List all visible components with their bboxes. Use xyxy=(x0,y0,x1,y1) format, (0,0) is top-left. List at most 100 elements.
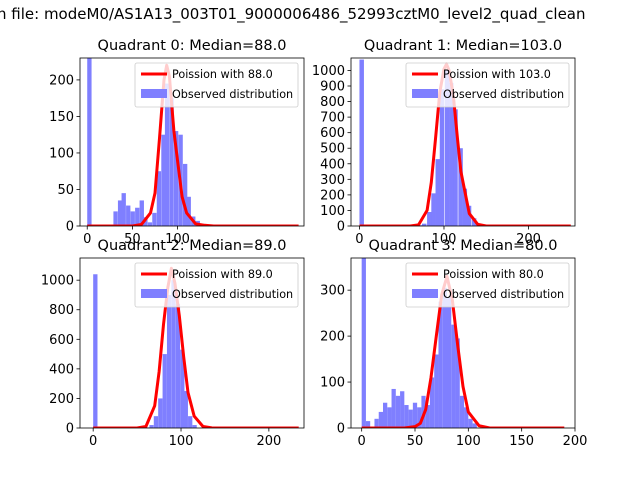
y-tick-label: 200 xyxy=(49,392,74,407)
y-tick-label: 600 xyxy=(49,333,74,348)
legend-box xyxy=(134,262,299,308)
legend: Poission with 88.0 Observed distribution xyxy=(134,62,299,108)
hist-bar xyxy=(192,425,197,428)
y-tick-label: 200 xyxy=(320,188,345,203)
hist-bar xyxy=(135,207,140,226)
axes-frame xyxy=(350,257,576,429)
x-tick-label: 0 xyxy=(358,434,366,449)
legend-label-hist: Observed distribution xyxy=(172,88,293,101)
panel-title: Quadrant 0: Median=88.0 xyxy=(98,38,287,54)
hist-bar xyxy=(383,402,388,428)
hist-bar xyxy=(408,409,413,428)
hist-bar xyxy=(451,324,456,428)
y-tick-label: 200 xyxy=(49,73,74,88)
hist-bar xyxy=(158,398,163,428)
x-tick-label: 100 xyxy=(432,232,457,247)
y-tick-label: 800 xyxy=(320,95,345,110)
hist-bar xyxy=(462,188,468,226)
legend: Poission with 80.0 Observed distribution xyxy=(405,262,570,308)
legend-bar-swatch xyxy=(141,89,167,98)
hist-bar xyxy=(130,211,135,226)
y-tick-label: 0 xyxy=(337,220,345,235)
hist-bar xyxy=(422,223,427,226)
hist-bar xyxy=(466,205,472,226)
axes-frame xyxy=(350,57,576,227)
x-tick-label: 100 xyxy=(456,434,481,449)
hist-bar xyxy=(442,287,447,428)
hist-bar xyxy=(147,222,153,226)
hist-bar xyxy=(453,109,458,226)
hist-bar xyxy=(126,205,131,226)
legend-box xyxy=(405,62,570,108)
legend: Poission with 89.0 Observed distribution xyxy=(134,262,299,308)
y-tick-label: 0 xyxy=(66,220,74,235)
y-tick-label: 400 xyxy=(320,157,345,172)
hist-bar xyxy=(459,395,465,428)
hist-bar xyxy=(161,134,166,226)
y-tick-label: 1000 xyxy=(41,274,74,289)
x-tick-label: 50 xyxy=(407,434,424,449)
figure-suptitle: n file: modeM0/AS1A13_003T01_9000006486_… xyxy=(0,5,586,23)
hist-bar xyxy=(149,425,154,428)
hist-bar xyxy=(387,407,392,428)
panel-title: Quadrant 3: Median=80.0 xyxy=(369,238,558,254)
quadrant-panel-3: 0 50 100 150 200 0 100 200 300 Quadrant 3: Median… xyxy=(320,238,587,449)
quadrant-panel-2: 0 100 200 0 200 400 600 800 1000 Quadrant 2: Medi… xyxy=(41,238,305,449)
hist-bar xyxy=(435,159,441,226)
y-tick-label: 300 xyxy=(320,284,345,299)
hist-bar xyxy=(87,58,92,226)
axes-frame xyxy=(79,257,305,429)
hist-bar xyxy=(162,354,167,428)
hist-bar xyxy=(425,405,430,428)
hist-bar xyxy=(121,193,126,226)
y-tick-label: 900 xyxy=(320,80,345,95)
y-tick-label: 0 xyxy=(66,422,74,437)
legend-label-poisson: Poission with 80.0 xyxy=(443,268,544,281)
hist-bar xyxy=(439,89,445,226)
hist-bar xyxy=(404,405,409,428)
legend-label-poisson: Poission with 89.0 xyxy=(172,268,273,281)
hist-bar xyxy=(169,98,174,226)
x-tick-label: 100 xyxy=(169,434,194,449)
hist-bar xyxy=(153,416,159,428)
y-tick-label: 50 xyxy=(57,183,74,198)
legend-box xyxy=(405,262,570,308)
x-tick-label: 0 xyxy=(83,232,91,247)
plot-content xyxy=(87,58,299,226)
legend-bar-swatch xyxy=(141,289,167,298)
legend-bar-swatch xyxy=(412,89,438,98)
legend-label-hist: Observed distribution xyxy=(443,88,564,101)
hist-bar xyxy=(447,297,452,428)
y-tick-label: 400 xyxy=(49,362,74,377)
hist-bar xyxy=(455,338,460,428)
hist-bar xyxy=(186,196,191,226)
hist-bar xyxy=(166,294,172,428)
hist-bar xyxy=(171,280,176,428)
legend-label-poisson: Poission with 88.0 xyxy=(172,68,273,81)
x-tick-label: 50 xyxy=(124,232,141,247)
hist-bar xyxy=(117,200,123,226)
x-tick-label: 0 xyxy=(89,434,97,449)
figure-suptitle-wrap: n file: modeM0/AS1A13_003T01_9000006486_… xyxy=(0,0,640,28)
panel-title: Quadrant 2: Median=89.0 xyxy=(98,238,287,254)
hist-bar xyxy=(182,163,188,226)
hist-bar xyxy=(361,258,366,428)
hist-bar xyxy=(391,388,396,428)
hist-bar xyxy=(434,354,439,428)
hist-bar xyxy=(395,395,401,428)
y-tick-label: 100 xyxy=(320,204,345,219)
hist-bar xyxy=(429,377,435,428)
legend-label-hist: Observed distribution xyxy=(443,288,564,301)
hist-bar xyxy=(400,391,405,428)
hist-bar xyxy=(431,193,436,226)
y-tick-label: 150 xyxy=(49,110,74,125)
quadrant-panel-1: 0 100 20001002003004005006007008009001000Q… xyxy=(312,38,576,247)
hist-bar xyxy=(93,274,98,428)
y-tick-label: 200 xyxy=(320,330,345,345)
hist-bar xyxy=(152,212,157,226)
hist-bar xyxy=(365,421,371,428)
legend-box xyxy=(134,62,299,108)
y-tick-label: 100 xyxy=(49,146,74,161)
hist-bar xyxy=(183,391,188,428)
